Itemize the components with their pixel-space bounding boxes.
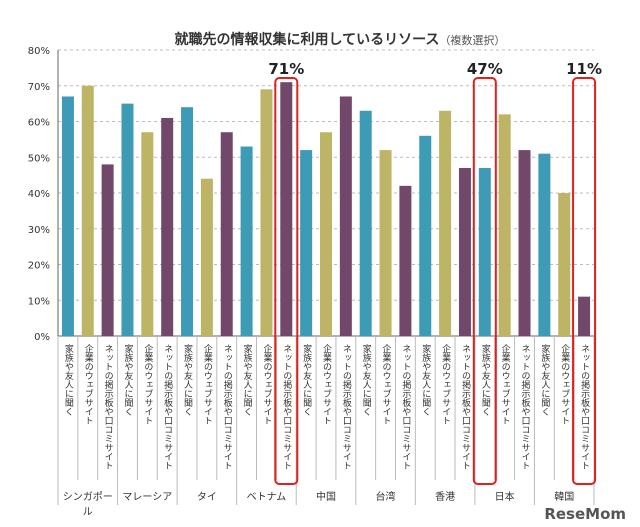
bar (181, 107, 194, 336)
y-tick-label: 80% (28, 46, 50, 57)
bar (518, 150, 531, 336)
chart-title: 就職先の情報収集に利用しているリソース（複数選択） (174, 32, 506, 48)
x-tick-label: 家族や友人に聞く (479, 344, 490, 416)
category-label: 中国 (315, 492, 336, 503)
bar (320, 132, 332, 336)
x-tick-label: 家族や友人に聞く (360, 344, 371, 416)
bar (538, 153, 551, 336)
y-tick-label: 70% (28, 82, 50, 93)
highlight-box (572, 77, 597, 485)
y-tick-label: 50% (28, 153, 50, 164)
x-tick-label: ネットの掲示板や口コミサイト (519, 344, 530, 470)
bar (121, 103, 134, 336)
bar (300, 150, 313, 336)
x-tick-label: 企業のウェブサイト (321, 344, 331, 425)
bar (240, 146, 253, 336)
bar (498, 114, 511, 336)
bar (458, 167, 471, 336)
bar (339, 96, 352, 336)
bar (478, 167, 491, 336)
highlight-box (472, 77, 497, 485)
bar (280, 82, 293, 336)
category-label: ベトナム (246, 492, 287, 503)
bar (558, 193, 571, 336)
x-tick-label: 企業のウェブサイト (142, 344, 153, 425)
x-tick-label: 家族や友人に聞く (122, 344, 133, 416)
category-label: タイ (196, 492, 217, 503)
x-tick-label: ネットの掲示板や口コミサイト (102, 344, 113, 470)
x-tick-label: 企業のウェブサイト (440, 344, 451, 425)
category-label: 台湾 (375, 492, 396, 503)
bar (260, 89, 273, 336)
bar (439, 110, 452, 337)
bar (81, 85, 94, 336)
highlight-label: 71% (268, 60, 304, 78)
x-tick-label: 企業のウェブサイト (559, 344, 570, 425)
category-label: 日本 (494, 492, 515, 503)
x-tick-label: ネットの掲示板や口コミサイト (579, 344, 590, 470)
x-tick-label: ネットの掲示板や口コミサイト (400, 344, 411, 470)
highlight-label: 47% (467, 60, 503, 78)
x-tick-label: 家族や友人に聞く (301, 344, 312, 416)
highlight-label: 11% (566, 60, 602, 78)
x-tick-label: 企業のウェブサイト (380, 344, 391, 425)
bar (419, 135, 432, 336)
logo: ReseMom (544, 505, 626, 523)
x-tick-label: 家族や友人に聞く (182, 344, 193, 416)
y-tick-label: 20% (28, 261, 50, 272)
y-tick-label: 40% (28, 189, 50, 200)
x-tick-label: 家族や友人に聞く (62, 344, 73, 416)
bar (220, 132, 233, 336)
y-tick-label: 30% (28, 225, 50, 236)
bar (200, 178, 213, 336)
x-tick-label: ネットの掲示板や口コミサイト (340, 344, 351, 470)
x-tick-label: 企業のウェブサイト (201, 344, 212, 425)
y-tick-label: 60% (28, 118, 50, 129)
x-tick-label: 家族や友人に聞く (241, 344, 252, 416)
x-tick-label: 家族や友人に聞く (420, 344, 431, 416)
y-tick-label: 10% (28, 296, 50, 307)
x-tick-label: 企業のウェブサイト (82, 344, 93, 425)
x-tick-label: ネットの掲示板や口コミサイト (281, 344, 292, 470)
y-tick-label: 0% (34, 332, 50, 343)
category-label: 韓国 (554, 492, 575, 503)
bar (578, 296, 591, 336)
category-label: 香港 (435, 492, 456, 503)
x-tick-label: 企業のウェブサイト (261, 344, 272, 425)
bar (379, 150, 392, 336)
bar (61, 96, 74, 336)
chart-subtitle: （複数選択） (439, 34, 506, 47)
category-label: シンガポール (62, 492, 113, 518)
x-tick-label: ネットの掲示板や口コミサイト (162, 344, 173, 470)
bar (161, 117, 174, 336)
bar (101, 164, 114, 336)
x-tick-label: ネットの掲示板や口コミサイト (221, 344, 232, 470)
bar (141, 132, 154, 336)
bar (399, 185, 412, 336)
category-label: マレーシア (122, 492, 173, 503)
x-tick-label: ネットの掲示板や口コミサイト (459, 344, 470, 470)
x-tick-label: 家族や友人に聞く (539, 344, 550, 416)
highlight-box (274, 77, 299, 485)
x-tick-label: 企業のウェブサイト (499, 344, 510, 425)
bar (359, 110, 372, 337)
